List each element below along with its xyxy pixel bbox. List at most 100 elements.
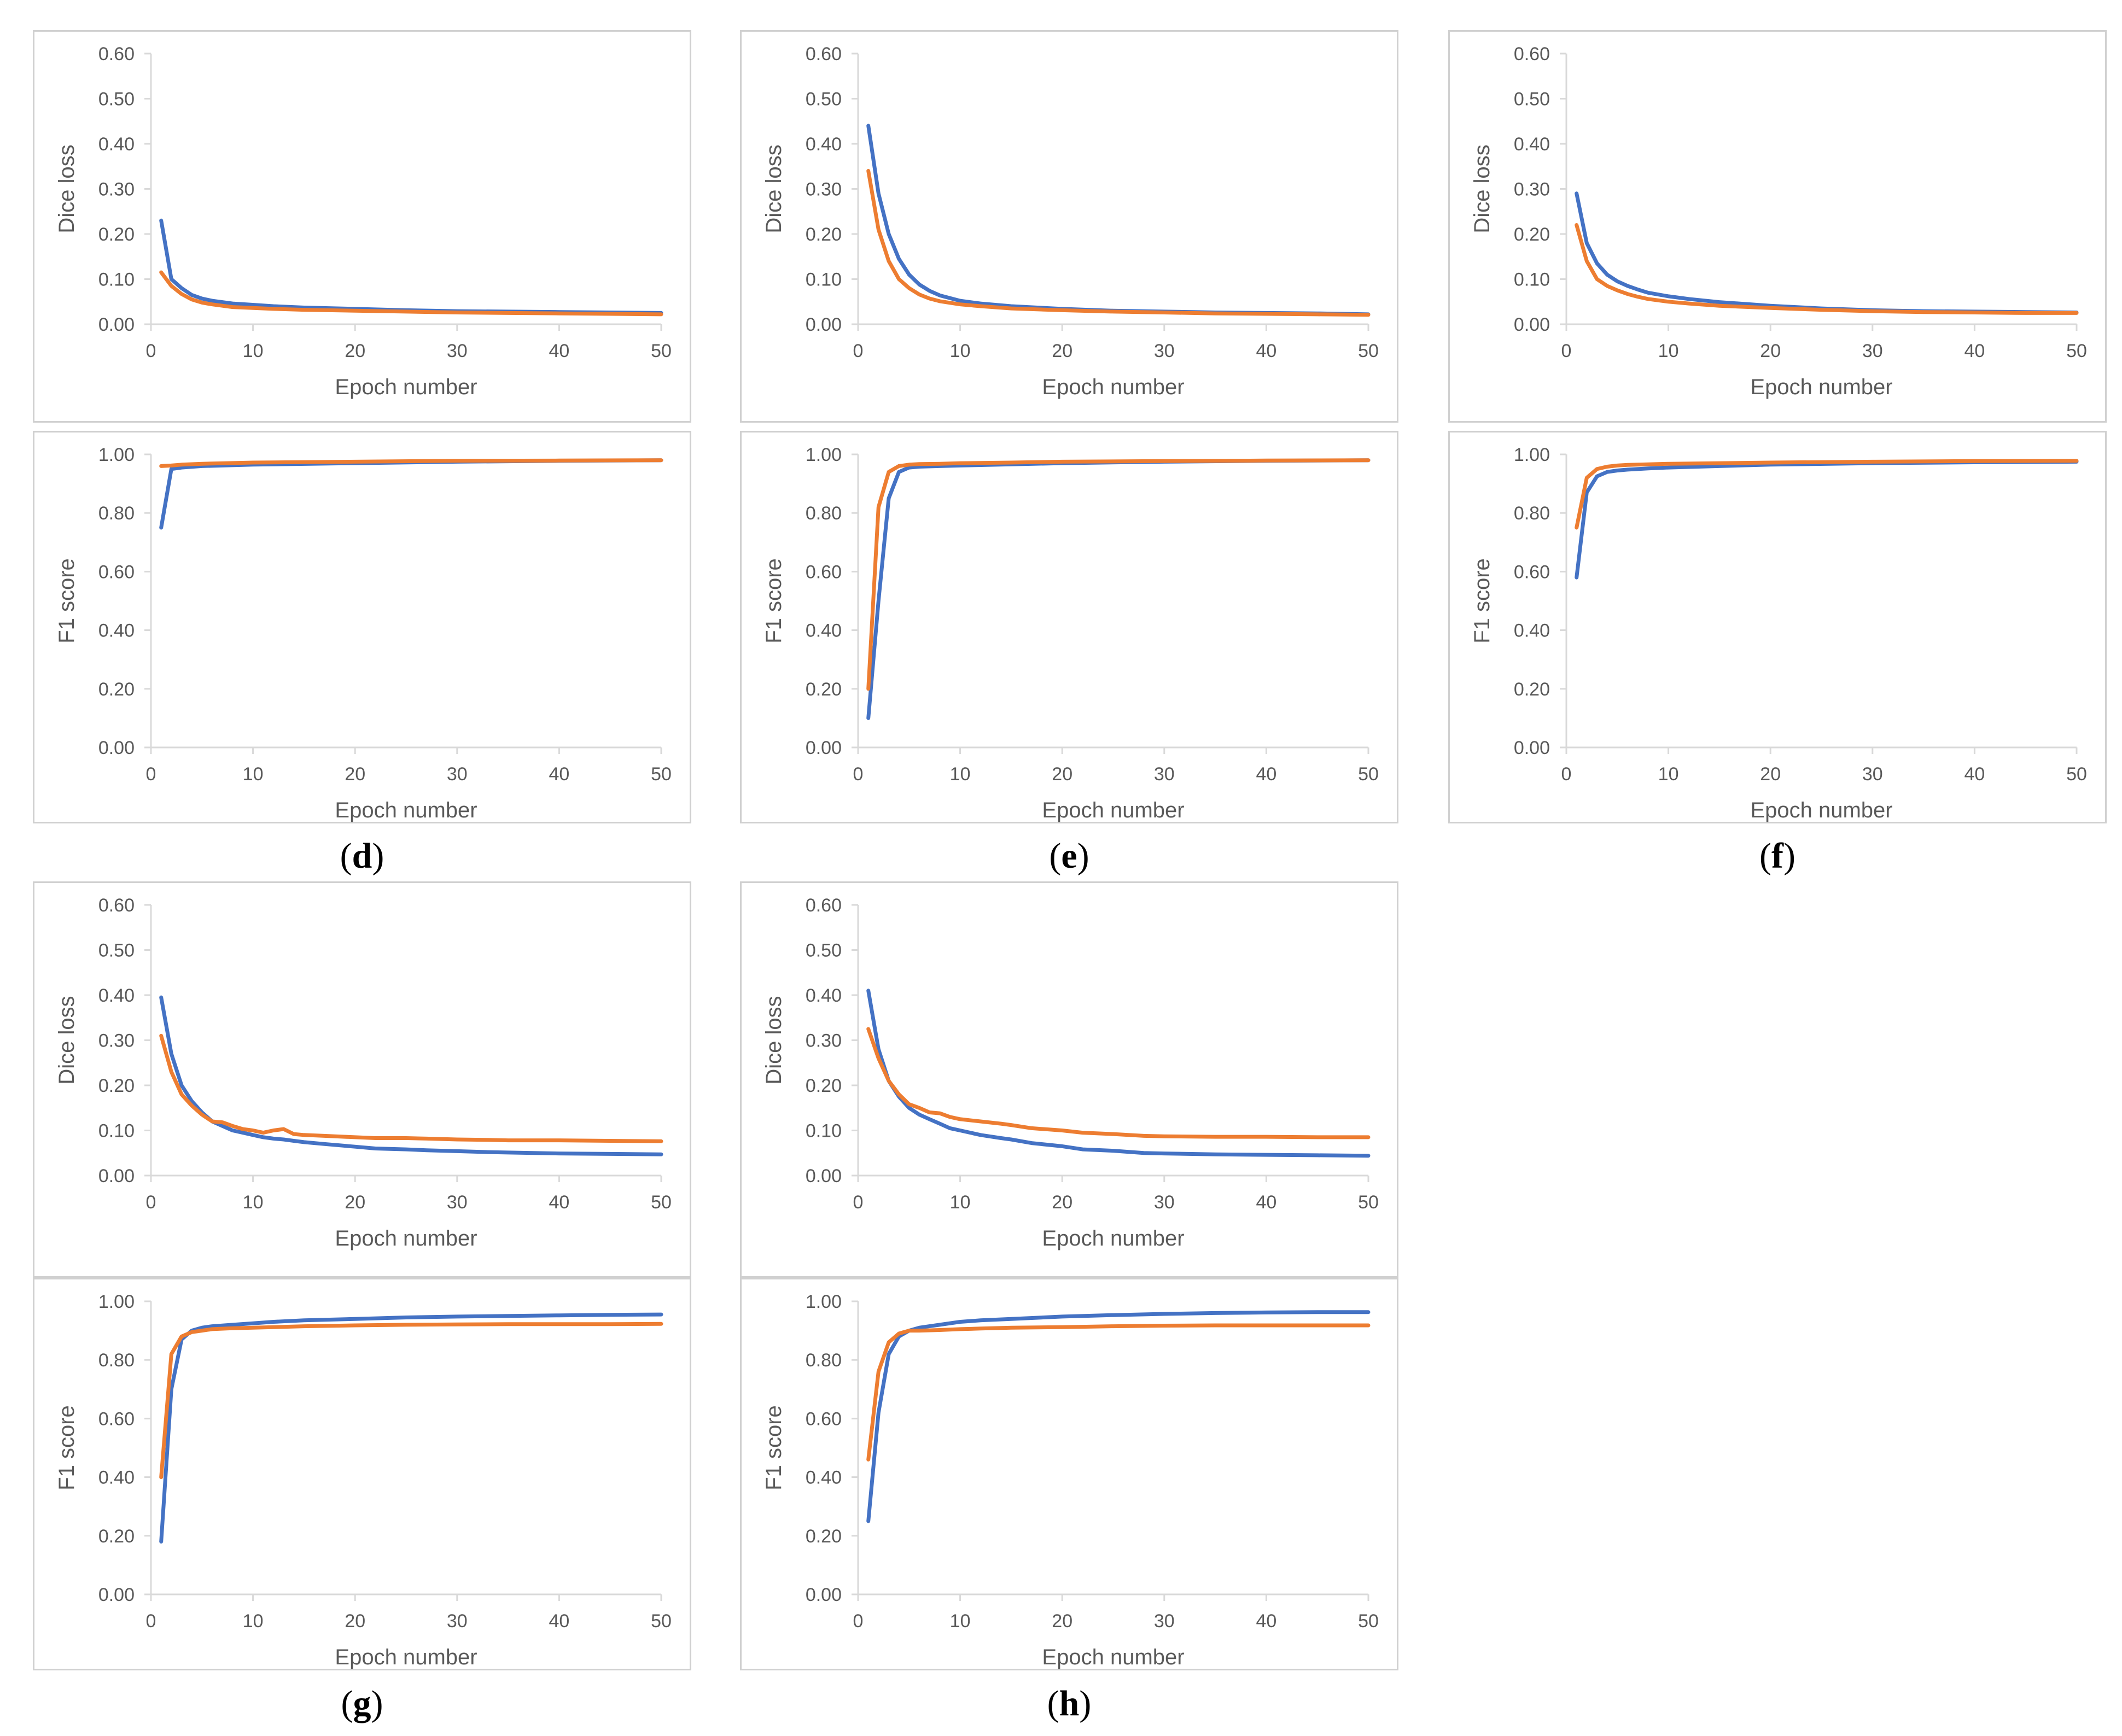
- x-tick-label: 50: [1358, 764, 1379, 785]
- y-axis-title: F1 score: [762, 558, 786, 644]
- chart-panel-d-f1: 0.00 0.20 0.40 0.60 0.80 1.00 0 10 20 30 40 50 Epoch…: [33, 431, 691, 823]
- chart-panel-h-loss: 0.00 0.10 0.20 0.30 0.40 0.50 0.60 0 10 20 30 40 50 E…: [740, 881, 1398, 1278]
- x-axis-title: Epoch number: [335, 798, 477, 822]
- chart-panel-f-loss: 0.00 0.10 0.20 0.30 0.40 0.50 0.60 0 10 20 30 40 50 E…: [1448, 30, 2107, 423]
- y-axis-title: Dice loss: [55, 144, 79, 233]
- y-tick-label: 0.20: [806, 679, 842, 700]
- chart-e-loss: 0.00 0.10 0.20 0.30 0.40 0.50 0.60 0 10 20 30 40 50 E…: [762, 44, 1379, 399]
- series-line-series_a: [159, 995, 663, 1156]
- y-axis-title: F1 score: [55, 558, 79, 644]
- x-tick-label: 50: [651, 1611, 672, 1632]
- y-tick-label: 0.50: [806, 89, 842, 110]
- y-tick-label: 0.10: [1514, 270, 1550, 290]
- x-tick-label: 50: [1358, 341, 1379, 361]
- y-axis-title: Dice loss: [762, 996, 786, 1084]
- x-tick-label: 50: [651, 341, 672, 361]
- x-tick-label: 0: [853, 1611, 864, 1632]
- y-tick-label: 0.40: [98, 985, 135, 1006]
- x-axis-title: Epoch number: [1042, 1645, 1184, 1669]
- x-tick-label: 10: [950, 1611, 971, 1632]
- y-tick-label: 0.40: [1514, 134, 1550, 155]
- x-axis-title: Epoch number: [335, 375, 477, 399]
- y-tick-label: 0.40: [98, 1468, 135, 1488]
- y-tick-label: 0.60: [98, 895, 135, 916]
- series-line-series_b: [866, 1027, 1371, 1139]
- x-tick-label: 0: [1561, 764, 1572, 785]
- x-tick-label: 0: [146, 764, 156, 785]
- x-tick-label: 20: [1052, 1611, 1072, 1632]
- y-tick-label: 0.60: [1514, 44, 1550, 65]
- caption-d: (d): [340, 836, 384, 876]
- y-tick-label: 0.20: [1514, 224, 1550, 245]
- y-tick-label: 0.60: [98, 44, 135, 65]
- y-tick-label: 0.50: [806, 940, 842, 961]
- chart-panel-h-f1: 0.00 0.20 0.40 0.60 0.80 1.00 0 10 20 30 40 50 Epoch…: [740, 1278, 1398, 1670]
- y-tick-label: 0.50: [98, 89, 135, 110]
- x-tick-label: 10: [1658, 764, 1679, 785]
- series-line-series_b: [866, 1323, 1371, 1462]
- x-tick-label: 50: [1358, 1611, 1379, 1632]
- y-tick-label: 0.80: [98, 503, 135, 524]
- chart-d-f1: 0.00 0.20 0.40 0.60 0.80 1.00 0 10 20 30 40 50 Epoch…: [55, 445, 672, 822]
- x-tick-label: 10: [1658, 341, 1679, 361]
- x-axis-title: Epoch number: [1042, 1226, 1184, 1250]
- series-line-series_b: [159, 1033, 663, 1143]
- x-tick-label: 40: [1256, 341, 1276, 361]
- y-tick-label: 0.00: [98, 314, 135, 335]
- y-tick-label: 0.40: [98, 134, 135, 155]
- x-tick-label: 40: [549, 764, 569, 785]
- y-tick-label: 0.40: [806, 134, 842, 155]
- x-tick-label: 10: [243, 1611, 264, 1632]
- y-tick-label: 0.30: [98, 1031, 135, 1051]
- series-line-series_b: [866, 169, 1371, 317]
- y-tick-label: 0.60: [806, 895, 842, 916]
- x-axis-title: Epoch number: [1750, 375, 1892, 399]
- chart-d-loss: 0.00 0.10 0.20 0.30 0.40 0.50 0.60 0 10 20 30 40 50 E…: [55, 44, 672, 399]
- y-tick-label: 0.40: [806, 985, 842, 1006]
- y-tick-label: 0.00: [806, 314, 842, 335]
- y-tick-label: 0.30: [806, 179, 842, 200]
- y-tick-label: 0.20: [98, 1526, 135, 1547]
- caption-g: (g): [341, 1684, 383, 1723]
- caption-h: (h): [1047, 1684, 1092, 1723]
- y-tick-label: 0.20: [98, 679, 135, 700]
- caption-f: (f): [1759, 836, 1795, 876]
- y-axis-title: Dice loss: [762, 144, 786, 233]
- y-tick-label: 0.80: [806, 1350, 842, 1371]
- series-line-series_a: [866, 989, 1371, 1158]
- y-tick-label: 1.00: [98, 445, 135, 465]
- x-tick-label: 0: [853, 764, 864, 785]
- x-tick-label: 10: [243, 341, 264, 361]
- x-tick-label: 40: [1964, 341, 1985, 361]
- x-tick-label: 50: [2066, 764, 2087, 785]
- y-tick-label: 0.40: [98, 621, 135, 641]
- y-tick-label: 0.40: [1514, 621, 1550, 641]
- y-tick-label: 1.00: [806, 445, 842, 465]
- x-tick-label: 20: [345, 764, 365, 785]
- x-tick-label: 50: [2066, 341, 2087, 361]
- x-tick-label: 20: [1052, 341, 1072, 361]
- x-axis-title: Epoch number: [1042, 798, 1184, 822]
- x-tick-label: 40: [549, 341, 569, 361]
- y-tick-label: 1.00: [806, 1291, 842, 1312]
- chart-panel-g-loss: 0.00 0.10 0.20 0.30 0.40 0.50 0.60 0 10 20 30 40 50 E…: [33, 881, 691, 1278]
- y-tick-label: 0.60: [806, 44, 842, 65]
- x-tick-label: 20: [1052, 1192, 1072, 1213]
- y-tick-label: 0.80: [806, 503, 842, 524]
- y-tick-label: 0.60: [806, 562, 842, 582]
- x-tick-label: 0: [146, 1192, 156, 1213]
- y-tick-label: 0.00: [98, 738, 135, 758]
- chart-g-f1: 0.00 0.20 0.40 0.60 0.80 1.00 0 10 20 30 40 50 Epoch…: [55, 1291, 672, 1669]
- chart-f-f1: 0.00 0.20 0.40 0.60 0.80 1.00 0 10 20 30 40 50 Epoch…: [1470, 445, 2087, 822]
- x-tick-label: 40: [1256, 1611, 1276, 1632]
- chart-g-loss: 0.00 0.10 0.20 0.30 0.40 0.50 0.60 0 10 20 30 40 50 E…: [55, 895, 672, 1250]
- y-tick-label: 0.50: [98, 940, 135, 961]
- y-axis-title: Dice loss: [1470, 144, 1494, 233]
- y-tick-label: 0.20: [806, 1075, 842, 1096]
- y-tick-label: 1.00: [1514, 445, 1550, 465]
- x-tick-label: 0: [146, 341, 156, 361]
- y-tick-label: 0.40: [806, 1468, 842, 1488]
- x-tick-label: 10: [243, 1192, 264, 1213]
- y-tick-label: 0.00: [1514, 314, 1550, 335]
- y-tick-label: 0.00: [98, 1585, 135, 1605]
